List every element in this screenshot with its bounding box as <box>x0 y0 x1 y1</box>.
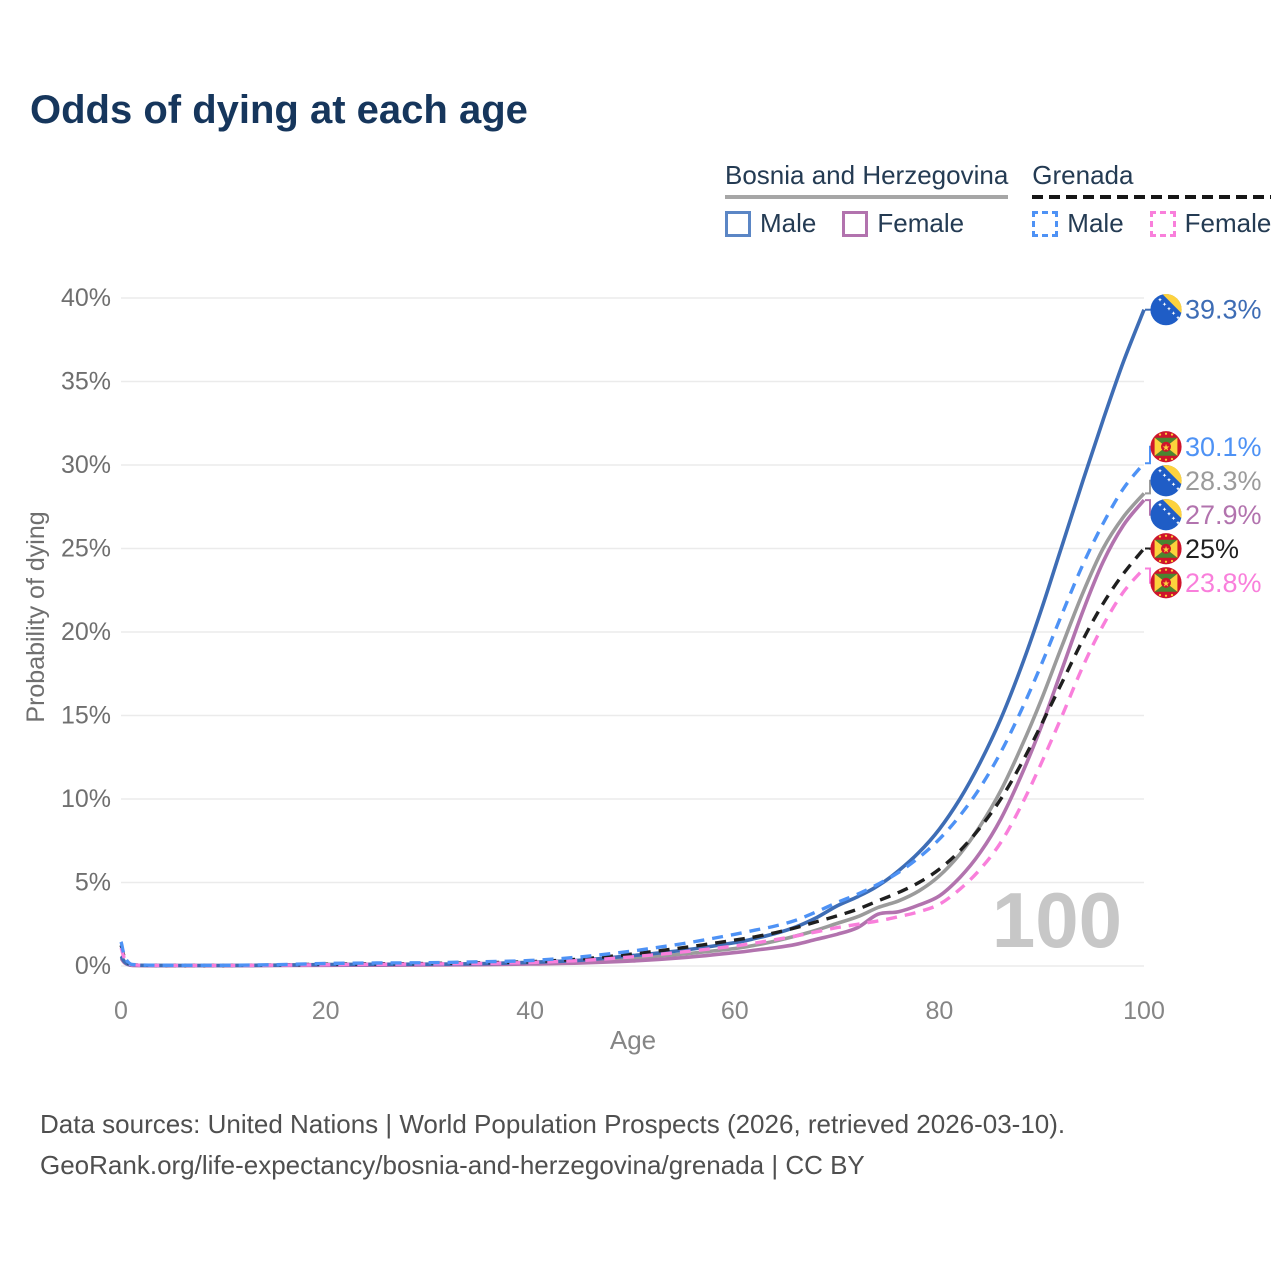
series-line-grenada-male[interactable] <box>119 462 1146 967</box>
bosnia-flag-icon <box>1150 465 1182 497</box>
end-label-bosnia-all: 28.3% <box>1185 466 1262 496</box>
legend-item-label: Female <box>1184 208 1272 238</box>
bosnia-flag-icon <box>1150 499 1182 531</box>
y-tick-label: 5% <box>75 869 111 897</box>
legend-item-label: Male <box>760 208 817 238</box>
bosnia-male-swatch-icon <box>725 210 751 237</box>
legend-country-bosnia[interactable]: Bosnia and Herzegovina <box>725 160 1009 190</box>
series-line-bosnia-male[interactable] <box>119 309 1146 968</box>
legend-item-label: Male <box>1067 208 1124 238</box>
legend-item-bosnia-male[interactable]: Male <box>725 208 816 239</box>
x-tick-label: 80 <box>925 997 953 1025</box>
legend-country-grenada[interactable]: Grenada <box>1032 160 1134 190</box>
bosnia-line-style-swatch <box>725 195 1009 199</box>
x-tick-label: 60 <box>721 997 749 1025</box>
grenada-flag-icon: ★ <box>1150 431 1182 463</box>
svg-text:★: ★ <box>1162 578 1170 588</box>
x-axis-title: Age <box>610 1025 656 1055</box>
grenada-flag-icon: ★ <box>1150 567 1182 599</box>
data-sources-line: Data sources: United Nations | World Pop… <box>40 1109 1066 1139</box>
y-tick-label: 25% <box>61 535 111 563</box>
y-tick-label: 10% <box>61 785 111 813</box>
legend: Bosnia and Herzegovina Male Female Grena… <box>725 160 1272 239</box>
legend-item-label: Female <box>877 208 965 238</box>
series-line-bosnia-female[interactable] <box>119 498 1146 968</box>
x-tick-label: 20 <box>312 997 340 1025</box>
grenada-female-swatch-icon <box>1149 210 1176 237</box>
end-label-grenada-male: 30.1% <box>1185 432 1262 462</box>
y-tick-label: 35% <box>61 368 111 396</box>
age-watermark: 100 <box>992 876 1122 964</box>
grenada-male-swatch-icon <box>1032 210 1059 237</box>
attribution-line: GeoRank.org/life-expectancy/bosnia-and-h… <box>40 1150 865 1180</box>
end-label-grenada-all: 25% <box>1185 534 1239 564</box>
bosnia-flag-icon <box>1150 294 1182 326</box>
page-title: Odds of dying at each age <box>30 88 528 132</box>
footer: Data sources: United Nations | World Pop… <box>40 1104 1065 1186</box>
series-line-grenada-female[interactable] <box>119 567 1146 968</box>
bosnia-female-swatch-icon <box>842 210 869 237</box>
y-tick-label: 15% <box>61 702 111 730</box>
y-tick-label: 20% <box>61 618 111 646</box>
legend-group-bosnia: Bosnia and Herzegovina Male Female <box>725 160 1009 239</box>
x-tick-label: 100 <box>1123 997 1165 1025</box>
end-label-grenada-female: 23.8% <box>1185 568 1262 598</box>
legend-group-grenada: Grenada Male Female <box>1032 160 1272 239</box>
legend-item-grenada-male[interactable]: Male <box>1032 208 1124 239</box>
x-tick-label: 40 <box>516 997 544 1025</box>
series-line-bosnia-all[interactable] <box>119 492 1146 968</box>
y-axis-title: Probability of dying <box>22 511 50 722</box>
grenada-flag-icon: ★ <box>1150 533 1182 565</box>
legend-item-grenada-female[interactable]: Female <box>1149 208 1272 239</box>
svg-text:★: ★ <box>1162 442 1170 452</box>
end-label-bosnia-male: 39.3% <box>1185 295 1262 325</box>
y-tick-label: 0% <box>75 952 111 980</box>
svg-text:★: ★ <box>1162 544 1170 554</box>
grenada-line-style-swatch <box>1032 195 1272 199</box>
x-tick-label: 0 <box>114 997 128 1025</box>
y-tick-label: 30% <box>61 451 111 479</box>
end-label-bosnia-female: 27.9% <box>1185 500 1262 530</box>
legend-item-bosnia-female[interactable]: Female <box>842 208 964 239</box>
y-tick-label: 40% <box>61 284 111 312</box>
series-line-grenada-all[interactable] <box>119 547 1146 968</box>
